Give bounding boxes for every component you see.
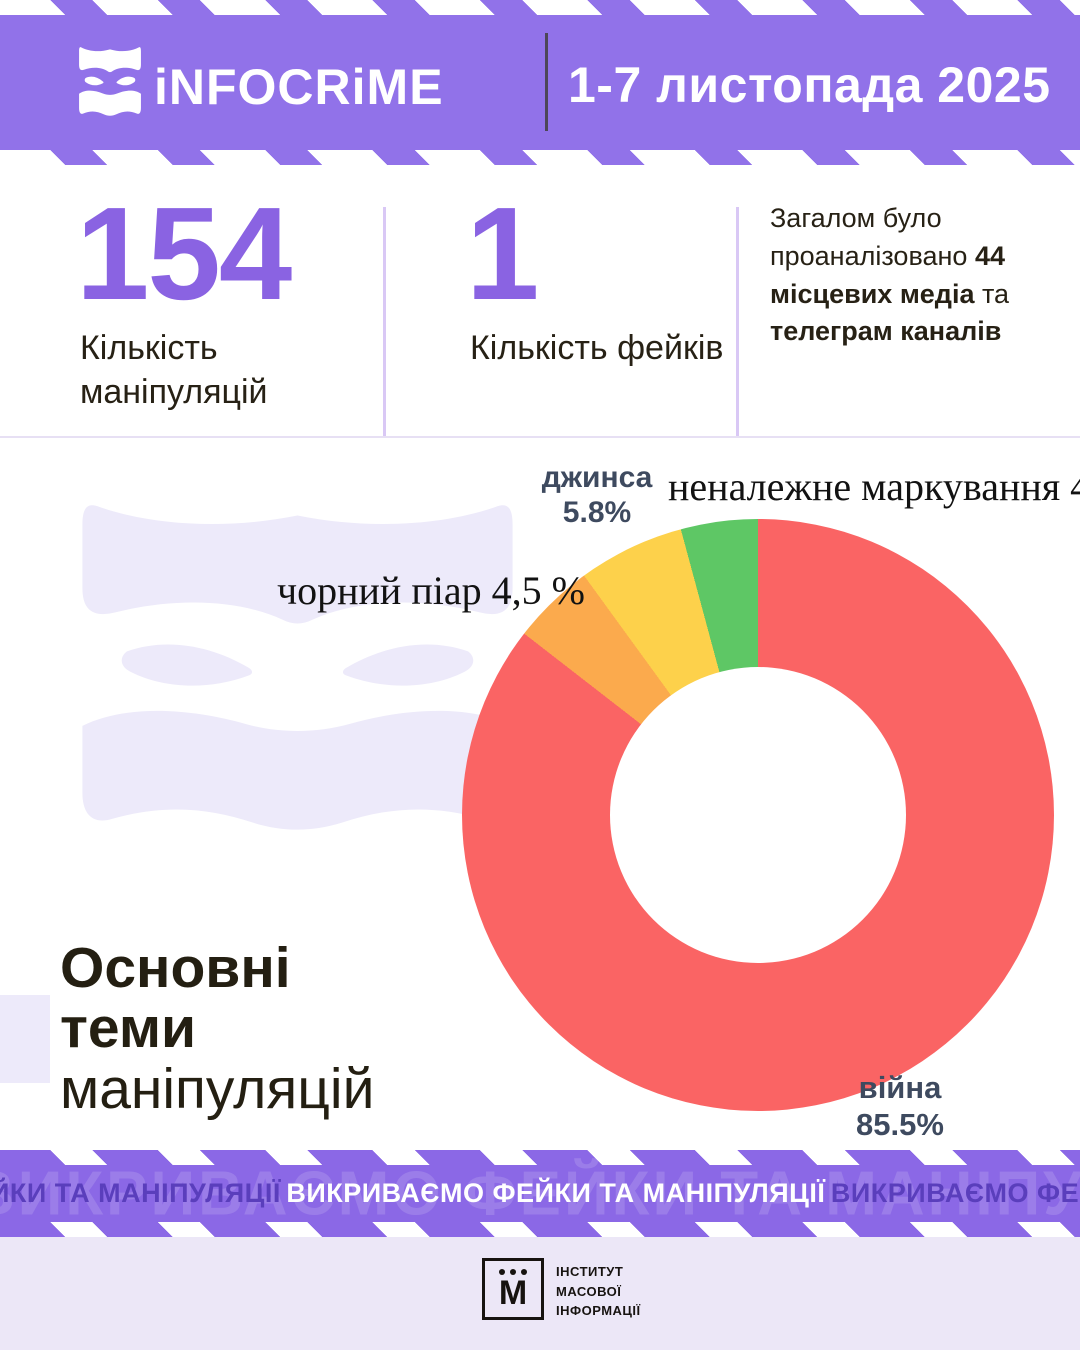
header-top-stripes [0, 0, 1080, 15]
header-bottom-stripes [0, 150, 1080, 165]
fakes-count: 1 [466, 180, 539, 327]
ticker-text-right: ВИКРИВАЄМО ФЕЙК [830, 1178, 1080, 1208]
slice-label-markuvannia-name: неналежне маркування [668, 464, 1061, 509]
chart-title-line3: маніпуляцій [60, 1056, 375, 1121]
analysis-summary: Загалом було проаналізовано 44 місцевих … [770, 200, 1038, 351]
footer: М ІНСТИТУТ МАСОВОЇ ІНФОРМАЦІЇ [0, 1237, 1080, 1350]
ticker-text-center: ВИКРИВАЄМО ФЕЙКИ ТА МАНІПУЛЯЦІЇ [286, 1178, 826, 1208]
imi-logo-dots [499, 1268, 527, 1275]
slice-label-dzhynsa: джинса 5.8% [517, 460, 677, 531]
imi-org-line1: ІНСТИТУТ [556, 1264, 624, 1279]
slice-label-markuvannia: неналежне маркування 4,3% [668, 463, 1080, 510]
header-banner: iNFOCRiME 1-7 листопада 2025 [0, 0, 1080, 165]
slice-label-dzhynsa-name: джинса [541, 461, 653, 494]
stats-divider-1 [383, 207, 386, 437]
slice-label-piar: чорний піар 4,5 % [277, 567, 585, 614]
imi-org-line2: МАСОВОЇ [556, 1283, 622, 1299]
infocrime-logo-icon [79, 47, 141, 116]
band-core [0, 1165, 1080, 1222]
manipulations-count-label: Кількість маніпуляцій [80, 329, 268, 412]
chart-title: Основні теми маніпуляцій [60, 936, 375, 1121]
summary-text-2: та [981, 278, 1010, 309]
brand-wordmark: iNFOCRiME [154, 59, 444, 115]
slice-label-piar-name: чорний піар [277, 568, 482, 613]
donut-chart [462, 519, 1054, 1111]
band-bottom-stripes [0, 1222, 1080, 1237]
imi-org-line3: ІНФОРМАЦІЇ [556, 1303, 641, 1318]
section-rule [0, 436, 1080, 438]
slice-label-markuvannia-value: 4,3% [1070, 464, 1080, 509]
slice-label-viina-name: війна [858, 1070, 942, 1105]
slice-label-viina-value: 85.5% [856, 1106, 944, 1142]
fakes-count-label: Кількість фейків [470, 329, 724, 367]
report-date-range: 1-7 листопада 2025 [568, 57, 1051, 113]
ticker-row: ЙКИ ТА МАНІПУЛЯЦІЇ ВИКРИВАЄМО ФЕЙКИ ТА М… [0, 1165, 1080, 1222]
slice-label-viina: війна 85.5% [820, 1070, 980, 1143]
summary-bold-1: 44 місцевих медіа [770, 240, 1005, 309]
imi-org-name: ІНСТИТУТ МАСОВОЇ ІНФОРМАЦІЇ [556, 1262, 641, 1321]
header-divider [545, 33, 548, 131]
chart-title-line2: теми [60, 996, 197, 1061]
donut-hole [610, 667, 906, 963]
chart-title-line1: Основні [60, 936, 291, 1000]
slice-label-dzhynsa-value: 5.8% [562, 496, 632, 530]
ticker-text-left: ЙКИ ТА МАНІПУЛЯЦІЇ [0, 1178, 281, 1208]
slice-label-piar-value: 4,5 % [491, 568, 585, 613]
left-accent-block [0, 995, 50, 1083]
band-top-stripes [0, 1150, 1080, 1165]
summary-bold-2: телеграм каналів [770, 316, 1002, 347]
imi-logo-letter: М [498, 1273, 528, 1312]
imi-logo: М [482, 1258, 544, 1320]
summary-text-1: Загалом було проаналізовано [770, 203, 968, 271]
manipulations-count: 154 [76, 180, 292, 327]
stats-divider-2 [736, 207, 739, 437]
ticker-ghost-text: ВИКРИВАЄМО ФЕЙКИ ТА МАНІПУЛЯЦІЇ [0, 1159, 1080, 1228]
infocrime-watermark-icon [82, 505, 513, 830]
ticker-band: ВИКРИВАЄМО ФЕЙКИ ТА МАНІПУЛЯЦІЇ ЙКИ ТА М… [0, 1150, 1080, 1237]
